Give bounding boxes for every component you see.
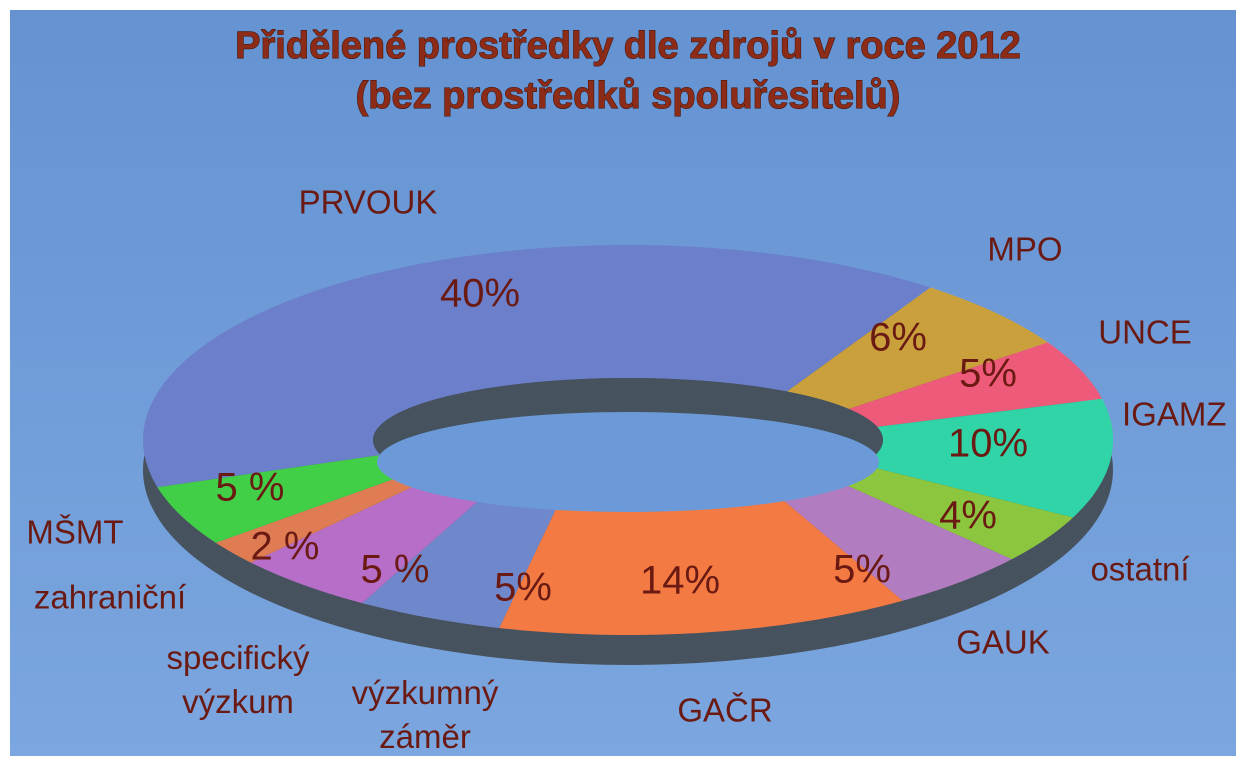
value-label: 10% <box>948 422 1028 466</box>
value-label: 4% <box>939 494 997 538</box>
value-label: 5 % <box>361 548 430 592</box>
slice <box>787 287 1048 409</box>
slice <box>829 464 1073 560</box>
slice <box>143 245 931 488</box>
slice <box>772 477 1012 601</box>
category-label: výzkumný záměr <box>352 674 499 755</box>
value-label: 6% <box>869 316 927 360</box>
slice <box>215 472 430 563</box>
category-label: IGAMZ <box>1122 396 1227 433</box>
category-label: MŠMT <box>26 514 123 551</box>
category-label: zahraniční <box>34 579 186 616</box>
slice <box>362 491 561 628</box>
category-label: UNCE <box>1098 314 1192 351</box>
value-label: 2 % <box>251 525 320 569</box>
value-label: 5 % <box>216 466 285 510</box>
chart-subtitle: (bez prostředků spoluřesitelů) <box>356 75 901 117</box>
donut-hole <box>377 412 879 512</box>
slice <box>862 398 1113 518</box>
chart-title: Přidělené prostředky dle zdrojů v roce 2… <box>235 25 1021 67</box>
value-label: 14% <box>640 559 720 603</box>
value-label: 5% <box>959 352 1017 396</box>
slice <box>250 479 489 604</box>
value-label: 5% <box>494 566 552 610</box>
category-label: GAUK <box>956 624 1050 661</box>
category-label: specifický výzkum <box>166 639 310 720</box>
value-label: 40% <box>440 272 520 316</box>
slice <box>157 455 412 543</box>
value-label: 5% <box>833 548 891 592</box>
category-label: ostatní <box>1090 551 1189 588</box>
category-label: GAČR <box>677 692 772 729</box>
slice <box>499 491 903 635</box>
category-label: MPO <box>987 231 1062 268</box>
slice <box>848 342 1102 427</box>
category-label: PRVOUK <box>299 184 438 221</box>
